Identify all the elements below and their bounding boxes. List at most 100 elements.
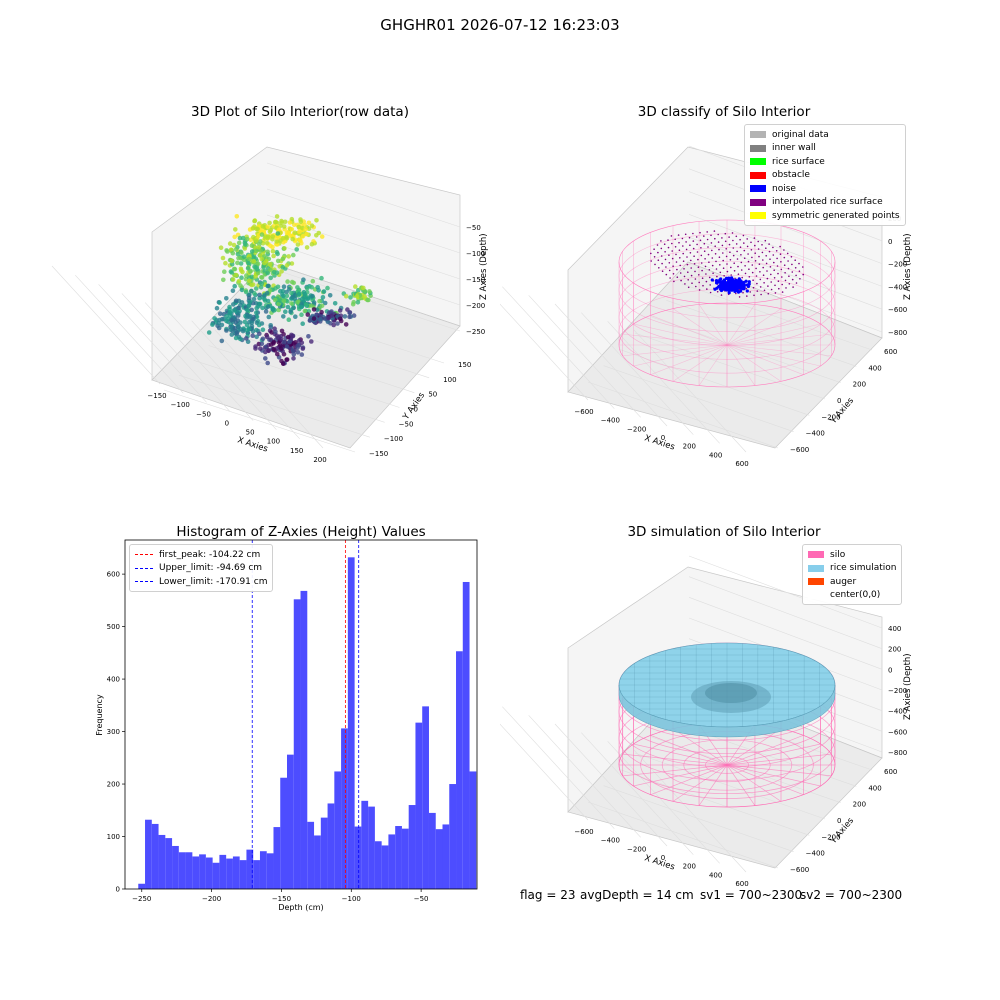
surface-point (765, 262, 768, 265)
legend-label: auger (830, 576, 857, 587)
legend-label: inner wall (772, 143, 816, 154)
raw-point (337, 308, 343, 313)
histogram-bar (158, 834, 166, 889)
histogram-bar (462, 581, 470, 889)
histogram-bar (456, 651, 463, 889)
raw-point (314, 233, 319, 238)
surface-point (661, 262, 663, 265)
raw-point (225, 249, 230, 254)
legend-label: silo (830, 549, 846, 560)
raw-point (224, 318, 229, 324)
surface-point (667, 239, 669, 241)
surface-point (745, 287, 748, 290)
raw-point (229, 270, 235, 275)
histogram-bar (428, 812, 436, 889)
surface-point (746, 295, 748, 297)
surface-point (682, 260, 685, 263)
noise-point (745, 289, 749, 293)
noise-point (740, 283, 744, 287)
p1-y-tick-label: 0 (414, 406, 418, 414)
surface-point (722, 267, 725, 270)
surface-point (728, 243, 731, 246)
p1-y-tick-label: −50 (399, 420, 414, 428)
raw-point (239, 250, 244, 255)
surface-point (721, 237, 723, 239)
surface-point (675, 253, 677, 256)
surface-point (750, 241, 752, 244)
raw-point (258, 346, 263, 351)
raw-point (233, 227, 238, 232)
p4-x-tick-label: −600 (574, 828, 593, 836)
surface-point (735, 292, 737, 295)
surface-point (774, 284, 776, 287)
surface-point (690, 274, 693, 277)
p2-x-tick-label: 200 (683, 443, 696, 451)
p1-x-tick-label: 50 (246, 429, 255, 437)
surface-point (679, 264, 681, 267)
surface-point (700, 247, 702, 249)
surface-point (682, 252, 684, 255)
histogram-bar (145, 819, 152, 889)
surface-point (743, 242, 745, 244)
raw-point (245, 266, 251, 271)
surface-point (684, 283, 686, 285)
raw-point (300, 321, 306, 327)
raw-point (347, 314, 352, 320)
raw-point (231, 266, 237, 272)
surface-point (732, 239, 734, 242)
raw-point (295, 299, 300, 305)
raw-point (268, 275, 274, 281)
surface-point (766, 277, 769, 280)
noise-points (710, 276, 751, 295)
raw-point (248, 299, 253, 304)
surface-point (660, 255, 663, 257)
surface-point (653, 248, 655, 250)
legend-item: Upper_limit: -94.69 cm (135, 562, 267, 576)
histogram-bar (273, 827, 281, 889)
raw-point (251, 258, 257, 264)
panel1-xlabel: X Axies (236, 435, 269, 454)
panel3-title: Histogram of Z-Axies (Height) Values (176, 524, 426, 540)
p4-x-tick-label: 200 (683, 863, 696, 871)
surface-point (672, 273, 675, 275)
surface-point (680, 279, 682, 282)
surface-point (683, 275, 686, 278)
surface-point (712, 272, 714, 275)
p4-z-gridline (688, 576, 883, 649)
raw-point (311, 307, 317, 312)
surface-point (707, 253, 710, 256)
surface-point (746, 238, 748, 240)
raw-point (247, 278, 252, 284)
p1-y-gridline (223, 330, 415, 393)
raw-point (284, 344, 290, 349)
surface-point (746, 245, 749, 248)
surface-point (658, 267, 660, 269)
legend-item: auger (808, 575, 896, 589)
surface-point (686, 263, 689, 266)
surface-point (699, 239, 702, 242)
raw-point (266, 348, 272, 353)
histogram-bar (469, 771, 477, 889)
raw-point (306, 220, 312, 226)
p1-z-tick-label: −50 (466, 224, 481, 232)
surface-point (690, 259, 692, 262)
silo-floor-spoke (698, 304, 728, 346)
raw-point (230, 250, 236, 256)
raw-point (257, 295, 262, 301)
surface-point (751, 271, 754, 274)
raw-point (227, 306, 232, 312)
legend-label: rice simulation (830, 563, 897, 574)
raw-point (227, 310, 232, 316)
p1-y-tick-label: −100 (384, 435, 403, 443)
raw-point (301, 277, 306, 283)
footer-sv1: sv1 = 700~2300 (700, 888, 803, 902)
surface-point (798, 270, 801, 273)
surface-point (692, 232, 694, 235)
surface-point (711, 257, 714, 259)
histogram-bar (199, 854, 206, 889)
raw-point (220, 255, 226, 261)
surface-point (757, 248, 760, 250)
surface-point (781, 276, 783, 278)
surface-point (726, 263, 728, 265)
surface-point (763, 282, 765, 284)
